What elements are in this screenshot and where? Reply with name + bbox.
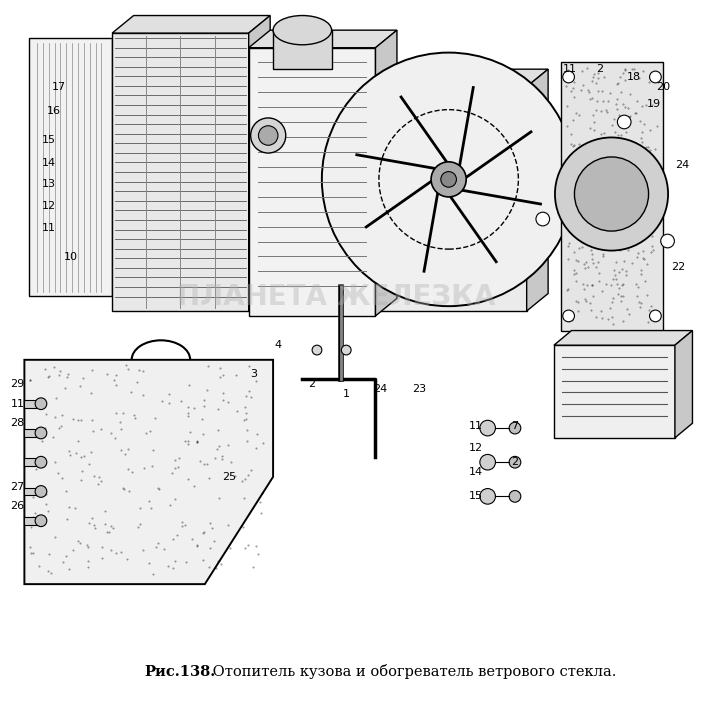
- Circle shape: [650, 310, 661, 321]
- Text: Отопитель кузова и обогреватель ветрового стекла.: Отопитель кузова и обогреватель ветровог…: [208, 664, 616, 680]
- Polygon shape: [248, 16, 270, 311]
- Polygon shape: [112, 16, 270, 33]
- Text: 19: 19: [646, 99, 661, 109]
- Polygon shape: [561, 62, 663, 331]
- Polygon shape: [24, 400, 37, 407]
- Text: 14: 14: [42, 158, 56, 168]
- Circle shape: [322, 53, 575, 306]
- Circle shape: [35, 456, 47, 468]
- Text: 18: 18: [627, 72, 641, 82]
- Text: 25: 25: [222, 472, 236, 482]
- Text: 26: 26: [11, 501, 24, 511]
- Text: 12: 12: [42, 201, 56, 211]
- Text: 29: 29: [11, 379, 24, 389]
- Polygon shape: [24, 517, 37, 525]
- Polygon shape: [24, 488, 37, 496]
- Ellipse shape: [273, 16, 332, 45]
- Text: ПЛАНЕТА ЖЕЛЕЗКА: ПЛАНЕТА ЖЕЛЕЗКА: [177, 283, 495, 312]
- Text: 27: 27: [11, 482, 24, 491]
- Circle shape: [312, 345, 322, 355]
- Text: 2: 2: [309, 379, 316, 389]
- Circle shape: [35, 515, 47, 527]
- Text: 14: 14: [469, 467, 483, 477]
- Polygon shape: [554, 345, 675, 438]
- Text: 24: 24: [373, 384, 388, 394]
- Polygon shape: [376, 87, 527, 311]
- Text: 20: 20: [656, 82, 671, 92]
- Polygon shape: [675, 331, 692, 438]
- Circle shape: [35, 486, 47, 497]
- Polygon shape: [24, 429, 37, 437]
- Text: 16: 16: [47, 106, 60, 116]
- Circle shape: [35, 427, 47, 439]
- Text: 15: 15: [469, 491, 483, 501]
- Polygon shape: [248, 48, 376, 316]
- Circle shape: [563, 71, 574, 82]
- Circle shape: [617, 115, 631, 129]
- Polygon shape: [376, 69, 548, 87]
- Polygon shape: [554, 331, 692, 345]
- Text: 2: 2: [511, 458, 518, 467]
- Polygon shape: [29, 38, 112, 296]
- Text: 7: 7: [511, 421, 518, 431]
- Circle shape: [509, 456, 521, 468]
- Circle shape: [563, 310, 574, 321]
- Polygon shape: [24, 458, 37, 466]
- Circle shape: [480, 420, 495, 436]
- Circle shape: [35, 398, 47, 410]
- Text: 24: 24: [676, 160, 690, 170]
- Polygon shape: [376, 30, 397, 316]
- Text: Рис.138.: Рис.138.: [144, 665, 215, 679]
- Polygon shape: [112, 33, 248, 311]
- Text: 1: 1: [342, 389, 350, 399]
- Text: 17: 17: [52, 82, 65, 92]
- Text: 2: 2: [596, 64, 603, 74]
- Text: 11: 11: [563, 64, 577, 74]
- Circle shape: [509, 491, 521, 502]
- Circle shape: [661, 234, 674, 248]
- Circle shape: [441, 171, 457, 188]
- Polygon shape: [527, 69, 548, 311]
- Text: 28: 28: [11, 418, 24, 428]
- Text: 12: 12: [469, 443, 483, 453]
- Text: 15: 15: [42, 135, 56, 145]
- Circle shape: [574, 157, 648, 231]
- Text: 11: 11: [469, 421, 483, 431]
- Polygon shape: [248, 30, 397, 48]
- Circle shape: [555, 137, 668, 250]
- Text: 23: 23: [412, 384, 426, 394]
- Polygon shape: [273, 30, 332, 69]
- Text: 13: 13: [42, 179, 56, 189]
- Circle shape: [258, 125, 278, 145]
- Text: 11: 11: [11, 399, 24, 409]
- Circle shape: [480, 489, 495, 504]
- Circle shape: [480, 455, 495, 470]
- Circle shape: [431, 162, 466, 197]
- Polygon shape: [24, 360, 273, 584]
- Circle shape: [251, 118, 286, 153]
- Circle shape: [509, 422, 521, 434]
- Text: 22: 22: [671, 262, 685, 272]
- Circle shape: [650, 71, 661, 82]
- Text: 10: 10: [64, 252, 78, 262]
- Text: 11: 11: [42, 223, 56, 233]
- Text: 4: 4: [274, 341, 281, 350]
- Circle shape: [341, 345, 351, 355]
- Text: 3: 3: [250, 369, 257, 379]
- Circle shape: [536, 212, 549, 226]
